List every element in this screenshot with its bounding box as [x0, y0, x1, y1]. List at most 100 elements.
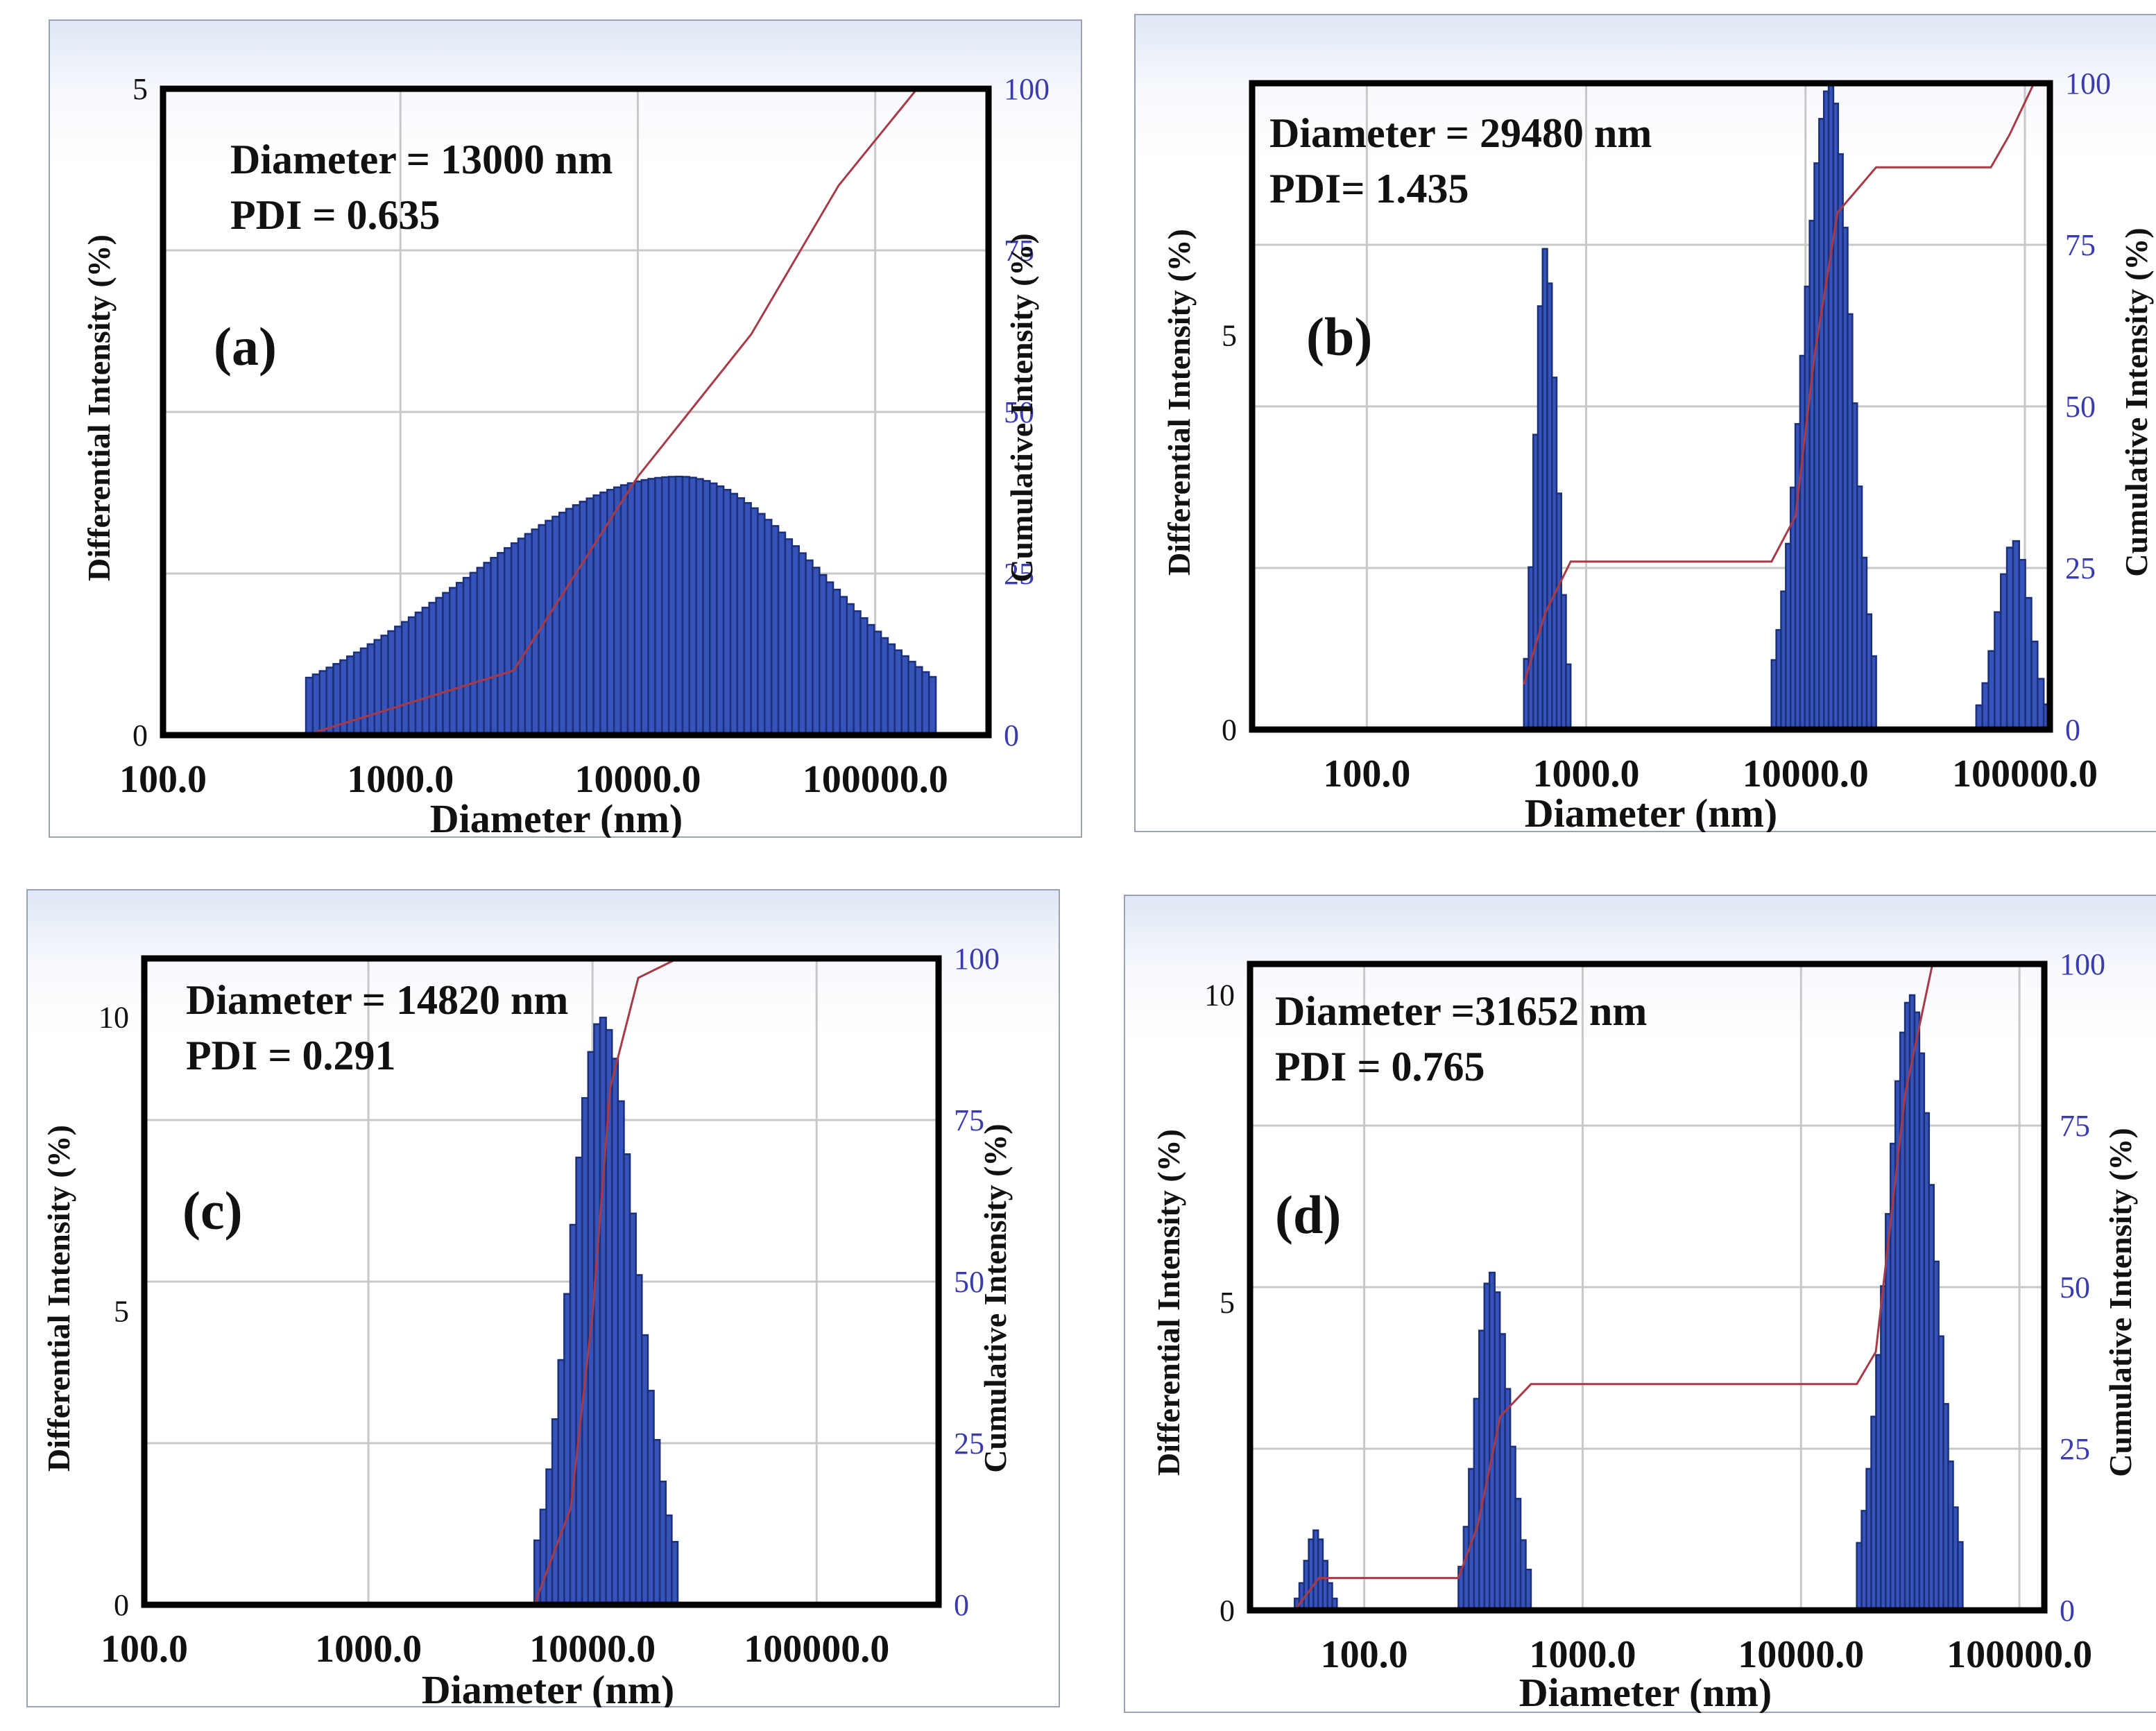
y-axis-label: Differential Intensity (%): [81, 234, 117, 581]
y2-tick-label: 25: [2060, 1432, 2090, 1466]
histogram-bar: [442, 592, 451, 737]
histogram-bar: [558, 511, 567, 737]
panel-background: [1124, 895, 2156, 1713]
histogram-bar: [757, 513, 766, 737]
y2-tick-label: 50: [954, 1265, 984, 1299]
y-axis-label: Differential Intensity (%): [41, 1125, 76, 1472]
histogram-bar: [715, 485, 725, 737]
chart-a: Diameter = 13000 nm PDI = 0.635 (a) 100.…: [81, 72, 1050, 838]
x-tick-label: 100000.0: [744, 1628, 889, 1671]
y2-tick-label: 0: [1004, 718, 1019, 752]
histogram-bar: [695, 478, 704, 737]
y2-tick-label: 100: [2060, 947, 2105, 981]
histogram-bar: [661, 476, 670, 737]
histogram-bar: [545, 1468, 554, 1606]
chart-d: Diameter =31652 nm PDI = 0.765 (d) 100.0…: [1151, 947, 2138, 1713]
panel-letter: (d): [1275, 1185, 1341, 1245]
y2-axis-label: Cumulative Intensity (%): [977, 1123, 1013, 1472]
histogram-bar: [812, 567, 821, 737]
y2-tick-label: 50: [1004, 395, 1034, 429]
histogram-bar: [647, 1390, 655, 1606]
histogram-bar: [613, 486, 622, 737]
y-tick-label: 5: [114, 1294, 129, 1328]
histogram-bar: [819, 574, 828, 737]
histogram-bar: [1975, 704, 1983, 731]
histogram-bar: [476, 567, 485, 737]
histogram-bar: [490, 557, 499, 737]
histogram-bar: [1565, 663, 1572, 731]
y-tick-label: 5: [132, 72, 148, 106]
histogram-bar: [565, 508, 574, 737]
histogram-bar: [599, 1017, 607, 1606]
histogram-bar: [839, 596, 848, 737]
histogram-bar: [667, 476, 677, 737]
histogram-bar: [352, 651, 362, 737]
panel-letter: (a): [214, 316, 277, 377]
y2-tick-label: 25: [2065, 551, 2096, 585]
histogram-bar: [764, 519, 773, 737]
histogram-bar: [2037, 678, 2045, 731]
histogram-bar: [2030, 640, 2039, 731]
diameter-annotation: Diameter = 29480 nm: [1269, 110, 1652, 156]
histogram-bar: [2024, 596, 2033, 731]
chart-b: Diameter = 29480 nm PDI= 1.435 (b) 100.0…: [1161, 67, 2154, 832]
histogram-bar: [914, 666, 923, 737]
histogram-bar: [414, 611, 424, 737]
histogram-bar: [1987, 650, 1996, 731]
histogram-bar: [449, 587, 458, 737]
histogram-bar: [504, 546, 513, 737]
histogram-bar: [681, 476, 691, 737]
y-tick-label: 5: [1220, 1286, 1235, 1320]
histogram-bar: [893, 649, 902, 737]
panel-b: Diameter = 29480 nm PDI= 1.435 (b) 100.0…: [1134, 14, 2156, 832]
histogram-bar: [400, 621, 410, 737]
pdi-annotation: PDI = 0.635: [230, 192, 440, 238]
y2-tick-label: 100: [954, 942, 1000, 976]
histogram-bar: [510, 542, 520, 737]
histogram-bar: [1999, 573, 2008, 731]
histogram-bar: [359, 647, 369, 737]
x-tick-label: 10000.0: [574, 758, 701, 801]
histogram-bar: [610, 1058, 619, 1606]
panel-background: [26, 889, 1060, 1707]
plot-frame: [141, 955, 942, 1608]
panel-c: Diameter = 14820 nm PDI = 0.291 (c) 100.…: [26, 889, 1060, 1707]
histogram-bar: [853, 610, 862, 737]
panel-letter: (c): [182, 1180, 243, 1241]
x-tick-label: 100000.0: [1947, 1633, 2092, 1676]
histogram-bar: [325, 666, 334, 737]
histogram-bar: [455, 582, 465, 737]
histogram-bar: [394, 626, 403, 737]
x-tick-label: 100.0: [1323, 752, 1410, 795]
histogram-bar: [557, 1359, 565, 1606]
panel-d: Diameter =31652 nm PDI = 0.765 (d) 100.0…: [1124, 895, 2156, 1713]
histogram-bar: [373, 639, 382, 737]
y2-tick-label: 0: [2065, 713, 2080, 747]
histogram-bar: [318, 670, 327, 737]
pdi-annotation: PDI = 0.765: [1275, 1044, 1485, 1090]
histogram-bar: [900, 655, 909, 737]
histogram-bar: [563, 1293, 572, 1606]
y2-tick-label: 25: [954, 1427, 984, 1461]
y2-tick-label: 75: [1004, 234, 1034, 268]
plot-frame: [1247, 961, 2048, 1614]
histogram-bar: [2005, 546, 2014, 731]
pdi-annotation: PDI = 0.291: [186, 1033, 396, 1078]
x-tick-label: 10000.0: [1743, 752, 1869, 795]
histogram-bar: [428, 601, 437, 737]
y2-tick-label: 50: [2060, 1271, 2090, 1304]
histogram-bar: [421, 606, 430, 737]
histogram-bar: [579, 501, 588, 737]
y-tick-label: 0: [114, 1588, 129, 1622]
y2-tick-label: 0: [954, 1588, 969, 1622]
x-axis-label: Diameter (nm): [430, 796, 683, 838]
y-axis-label: Differential Intensity (%): [1151, 1129, 1186, 1476]
histogram-bar: [743, 501, 752, 737]
y2-tick-label: 100: [1004, 72, 1050, 106]
y2-tick-label: 0: [2060, 1594, 2075, 1628]
y2-axis-label: Cumulative Intensity (%): [1004, 233, 1039, 582]
y-tick-label: 10: [99, 1001, 129, 1035]
panel-a: Diameter = 13000 nm PDI = 0.635 (a) 100.…: [49, 19, 1082, 838]
histogram-bar: [784, 538, 794, 737]
plot-frame: [1249, 80, 2053, 733]
